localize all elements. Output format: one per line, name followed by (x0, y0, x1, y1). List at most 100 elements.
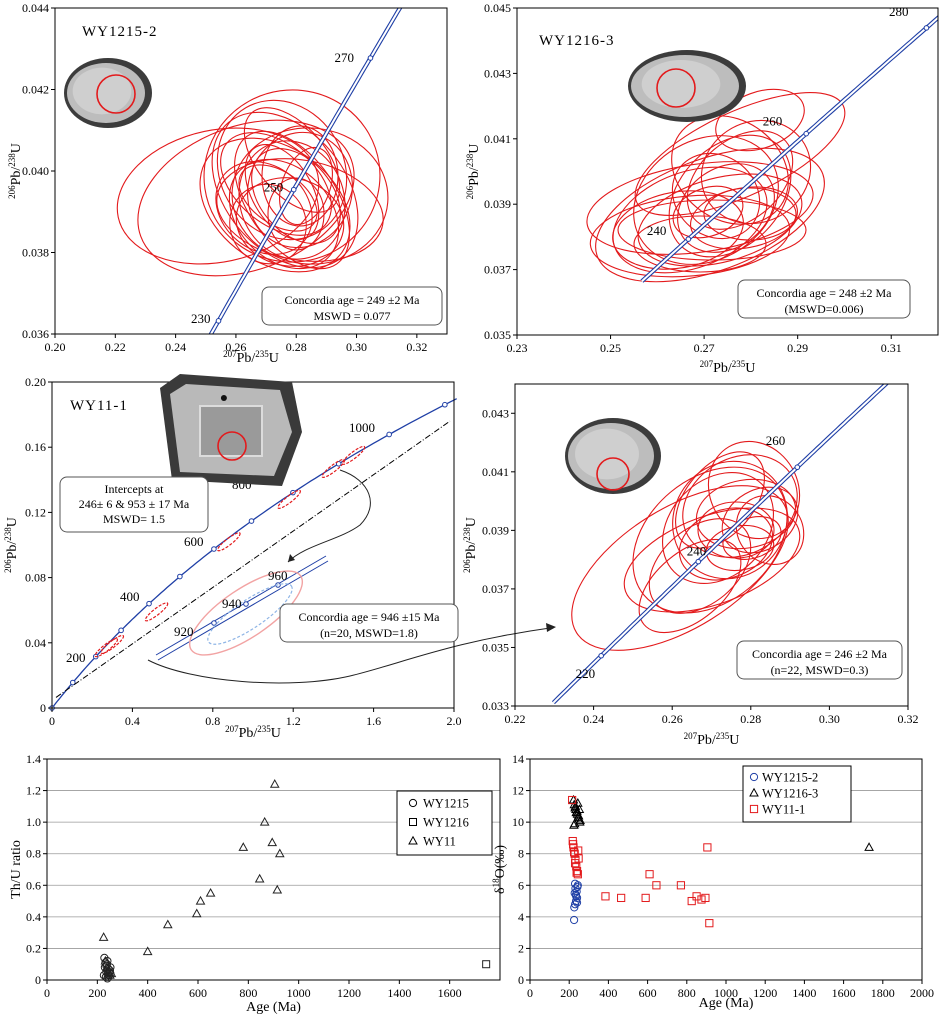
panel-b-error-ellipse (686, 130, 794, 230)
panel-f-frame (529, 758, 923, 981)
panel-d-ytick-label: 0.033 (482, 699, 509, 713)
panel-c-error-ellipse (144, 602, 169, 622)
panel-c-age-marker (335, 460, 342, 467)
panel-f-point-square (573, 870, 582, 879)
panel-a-xtick-label: 0.32 (406, 340, 427, 354)
panel-e-legend-marker (409, 818, 417, 826)
panel-c-ytick-label: 0.04 (25, 636, 46, 650)
panel-e-legend-marker (408, 798, 418, 808)
panel-a-xtick-label: 0.24 (165, 340, 186, 354)
panel-c-error-ellipse (321, 458, 346, 478)
panel-c-analysis-spot (217, 431, 247, 461)
panel-f-legend-label: WY1215-2 (762, 771, 818, 785)
panel-e-xtick-label: 0 (44, 986, 50, 1000)
panel-c-error-ellipse (100, 634, 125, 655)
panel-d-error-ellipse (662, 472, 774, 584)
panel-b-ytick-label: 0.041 (484, 132, 511, 146)
panel-d-ytick-label: 0.035 (482, 640, 509, 654)
panel-a: 0.20 0.22 0.24 0.26 0.28 0.30 0.32 0.036 0.038 0.… (7, 1, 448, 366)
panel-a-error-ellipse (231, 127, 389, 265)
panel-e-ytick-label: 0.4 (26, 910, 41, 924)
panel-e-point-triangle (195, 895, 206, 905)
panel-a-grain-core (72, 67, 132, 115)
panel-e-xtick-label: 200 (88, 986, 106, 1000)
panel-d-xtick-label: 0.30 (819, 712, 840, 726)
panel-b-error-ellipse (672, 185, 744, 239)
panel-e-point-triangle (272, 884, 283, 894)
panel-e-ytick-label: 1.2 (26, 784, 41, 798)
panel-b-xtick-label: 0.31 (881, 341, 902, 355)
panel-f-point-square (601, 892, 610, 901)
panel-d-ylabel: 206Pb/238U (462, 517, 479, 573)
panel-e-point-triangle (274, 848, 285, 858)
panel-f-legend-marker (749, 787, 759, 797)
panel-f-point-square (570, 848, 579, 857)
panel-d-xlabel: 207Pb/235U (684, 731, 740, 748)
panel-c-age-label: 200 (66, 650, 86, 665)
panel-b-result-line: Concordia age = 248 ±2 Ma (757, 286, 893, 300)
panel-c-xtick-label: 0.8 (205, 714, 220, 728)
panel-f-point-square (568, 795, 577, 805)
panel-a-error-ellipse (244, 143, 320, 241)
panel-a-ytick-label: 0.036 (22, 327, 49, 341)
panel-f-ylabel: δ18O(‰) (491, 845, 508, 894)
panel-d-error-ellipse (623, 507, 801, 613)
panel-e-point-triangle (162, 919, 173, 929)
panel-f-xtick-label: 0 (527, 986, 533, 1000)
panel-a-title: WY1215-2 (82, 24, 158, 40)
panel-e-ytick-label: 0.2 (26, 941, 41, 955)
panel-d-zircon-image (565, 418, 661, 494)
panel-c-inset-ellipse (188, 570, 304, 656)
panel-d-ytick-label: 0.043 (482, 406, 509, 420)
panel-c-error-ellipse (341, 445, 366, 465)
panel-b-age-marker (685, 236, 692, 242)
panel-e-point-triangle (254, 873, 265, 883)
panel-a-error-ellipse (220, 132, 332, 236)
panel-e: 0 200 400 600 800 1000 1200 1400 1600 0 0.2 0.4 0.6 0… (9, 752, 501, 1015)
panel-b-result-line: (MSWD=0.006) (784, 302, 863, 316)
panel-a-analysis-spot (96, 74, 136, 114)
panel-a-error-ellipse (251, 148, 341, 244)
panel-b-age-marker (923, 25, 930, 31)
panel-c-inset-age-label: 920 (174, 624, 194, 639)
panel-e-point-square (482, 960, 491, 969)
panel-b-error-ellipse (595, 147, 825, 283)
panel-c-result-box (279, 603, 459, 643)
panel-f-point-square (652, 881, 661, 890)
panel-e-ytick-label: 0.6 (26, 878, 41, 892)
panel-c-grain-zoning (199, 405, 263, 457)
panel-f-point-square (687, 896, 696, 906)
panel-a-error-ellipse (211, 111, 359, 269)
panel-f-ytick-label: 14 (512, 752, 524, 766)
panel-e-point-triangle (98, 932, 109, 941)
panel-d-result-line: (n=22, MSWD=0.3) (771, 663, 869, 677)
panel-f: 0 200 400 600 800 1000 1200 1400 1600 1800 2000 0 2 4… (491, 752, 934, 1011)
panel-f-xtick-label: 800 (678, 986, 696, 1000)
panel-e-point-triangle (105, 970, 115, 979)
panel-d-age-label: 260 (766, 433, 786, 448)
panel-c-age-marker (386, 431, 392, 438)
panel-f-xtick-label: 400 (599, 986, 617, 1000)
panel-c-ylabel: 206Pb/238U (3, 517, 20, 573)
panel-e-point-triangle (259, 816, 270, 826)
panel-b-age-label: 240 (647, 223, 667, 238)
panel-f-point-circle (570, 915, 579, 925)
panel-b-ytick-label: 0.039 (484, 197, 511, 211)
panel-d-error-ellipse (675, 451, 765, 549)
panel-c-inset-concordia (157, 560, 329, 661)
panel-c-connector (287, 469, 371, 563)
panel-a-error-ellipse (229, 183, 307, 265)
panel-b-xtick-label: 0.29 (787, 341, 808, 355)
panel-a-error-ellipse (233, 130, 351, 270)
panel-a-result-line: Concordia age = 249 ±2 Ma (285, 293, 421, 307)
panel-a-age-label: 250 (264, 180, 284, 195)
panel-f-xtick-label: 2000 (910, 986, 934, 1000)
panel-e-xtick-label: 1000 (287, 986, 311, 1000)
panel-a-error-ellipse (267, 177, 325, 251)
panel-e-ytick-label: 1.4 (26, 752, 41, 766)
panel-c-title: WY11-1 (70, 398, 128, 414)
panel-e-xtick-label: 400 (139, 986, 157, 1000)
panel-c-arrowhead (546, 623, 556, 632)
panel-b-error-ellipse (612, 190, 744, 270)
